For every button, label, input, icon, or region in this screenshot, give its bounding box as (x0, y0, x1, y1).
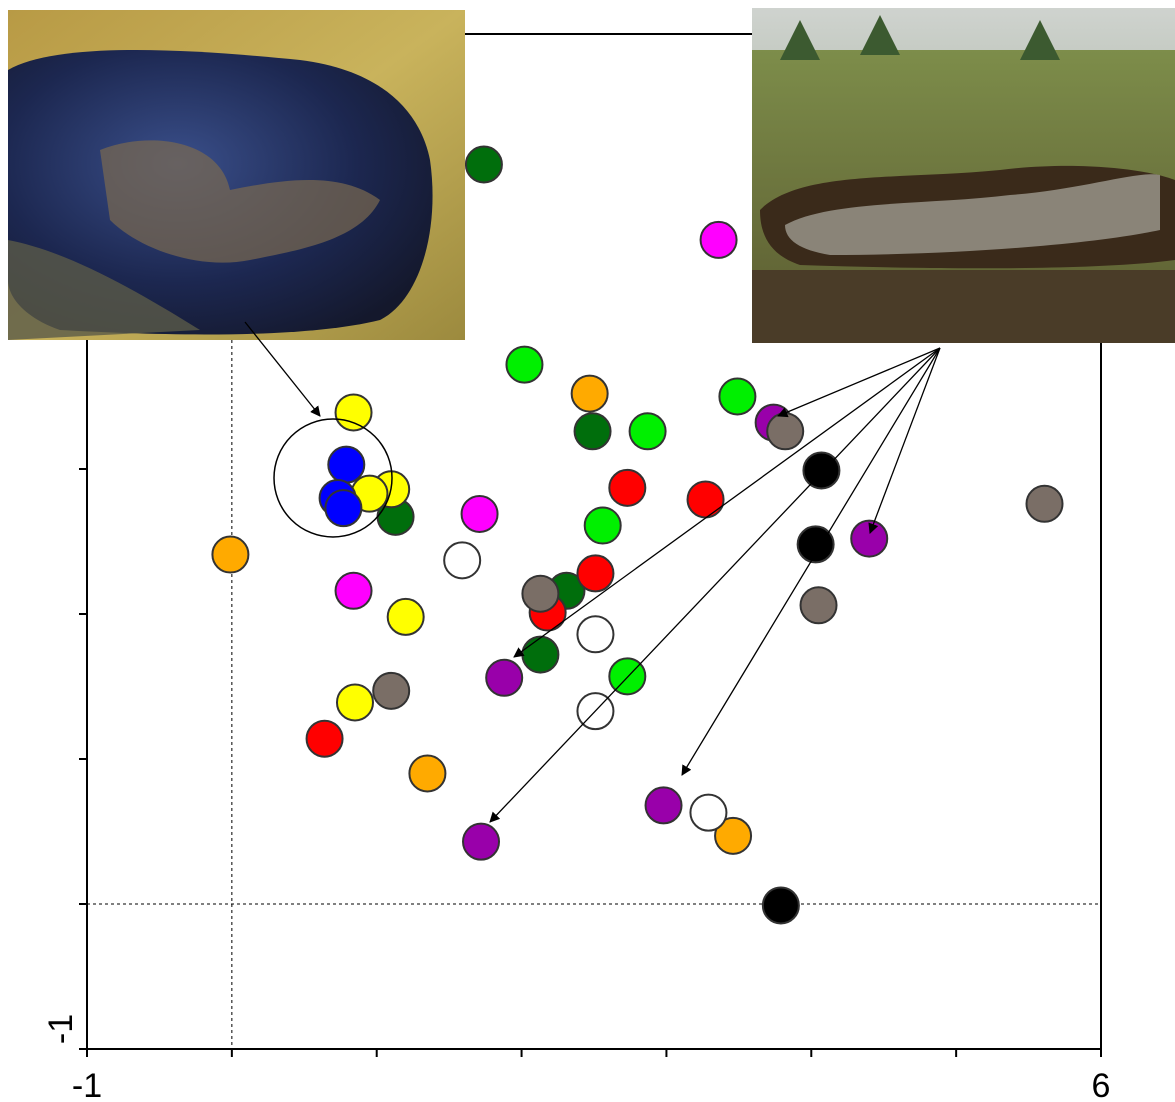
x-tick-label: -1 (72, 1067, 102, 1102)
point (212, 537, 248, 573)
chart: -1 6 -1 (0, 0, 1175, 1102)
point (325, 490, 361, 526)
point (630, 413, 666, 449)
point (572, 376, 608, 412)
point (486, 660, 522, 696)
point (577, 555, 613, 591)
point (701, 222, 737, 258)
point (409, 756, 445, 792)
point (575, 413, 611, 449)
point (336, 394, 372, 430)
x-tick-label: 6 (1092, 1067, 1111, 1102)
point (646, 787, 682, 823)
point (688, 481, 724, 517)
point (506, 347, 542, 383)
photo-left (8, 10, 465, 340)
photo-right (752, 8, 1175, 343)
point (585, 508, 621, 544)
y-tick-label: -1 (42, 1014, 80, 1044)
point (328, 447, 364, 483)
point (388, 599, 424, 635)
point (337, 684, 373, 720)
point (462, 496, 498, 532)
point (522, 576, 558, 612)
point (577, 616, 613, 652)
point (801, 587, 837, 623)
point (803, 452, 839, 488)
point (522, 637, 558, 673)
point (767, 413, 803, 449)
point (1027, 486, 1063, 522)
point (466, 147, 502, 183)
point (373, 673, 409, 709)
point (463, 824, 499, 860)
point (444, 542, 480, 578)
point (719, 379, 755, 415)
point (690, 795, 726, 831)
point (307, 721, 343, 757)
point (336, 573, 372, 609)
point (763, 887, 799, 923)
point (609, 470, 645, 506)
point (851, 521, 887, 557)
